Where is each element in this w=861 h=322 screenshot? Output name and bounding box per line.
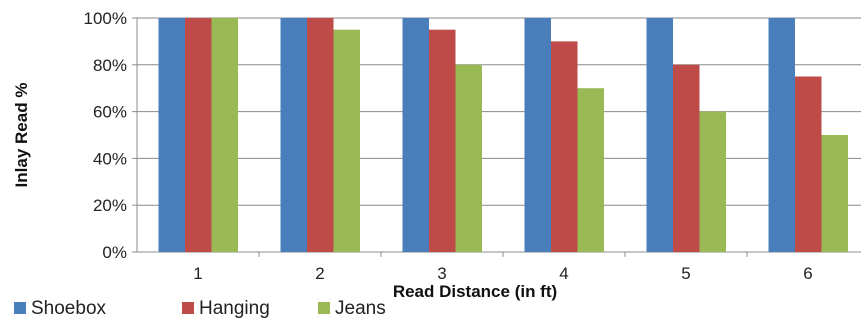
- x-tick-label: 1: [193, 264, 202, 283]
- bars: [158, 18, 848, 253]
- x-tick-label: 2: [315, 264, 324, 283]
- y-axis: 0% 20% 40% 60% 80% 100%: [84, 9, 138, 262]
- bar-shoebox-4: [524, 18, 551, 252]
- x-tick-label: 3: [437, 264, 446, 283]
- bar-hanging-3: [429, 29, 456, 253]
- bar-jeans-2: [333, 29, 360, 253]
- bar-jeans-1: [211, 18, 238, 252]
- bar-hanging-5: [673, 64, 700, 252]
- bar-shoebox-1: [158, 18, 185, 252]
- legend-swatch-jeans: [318, 302, 330, 314]
- bar-shoebox-5: [646, 18, 673, 252]
- legend-swatch-shoebox: [14, 302, 26, 314]
- bar-jeans-6: [821, 135, 848, 252]
- legend-label-jeans: Jeans: [335, 298, 386, 319]
- bar-shoebox-3: [402, 18, 429, 252]
- y-tick-label: 80%: [93, 56, 127, 75]
- bar-shoebox-2: [280, 18, 307, 252]
- x-axis: 1 2 3 4 5 6: [193, 252, 813, 283]
- legend-label-hanging: Hanging: [199, 298, 270, 319]
- bar-hanging-6: [795, 76, 822, 252]
- bar-hanging-1: [185, 18, 212, 252]
- y-tick-label: 60%: [93, 103, 127, 122]
- legend-label-shoebox: Shoebox: [31, 298, 107, 319]
- x-tick-label: 4: [559, 264, 568, 283]
- bar-jeans-4: [577, 88, 604, 252]
- x-tick-label: 6: [803, 264, 812, 283]
- y-tick-label: 20%: [93, 196, 127, 215]
- gridlines: [137, 17, 861, 253]
- y-tick-label: 40%: [93, 149, 127, 168]
- x-axis-title: Read Distance (in ft): [393, 282, 557, 301]
- bar-jeans-5: [699, 111, 726, 252]
- bar-hanging-2: [307, 18, 334, 252]
- bar-shoebox-6: [768, 18, 795, 252]
- bar-hanging-4: [551, 41, 578, 253]
- y-tick-label: 100%: [84, 9, 127, 28]
- y-tick-label: 0%: [102, 243, 127, 262]
- y-axis-title: Inlay Read %: [12, 83, 31, 188]
- x-tick-label: 5: [681, 264, 690, 283]
- legend: Shoebox Hanging Jeans: [14, 298, 386, 319]
- legend-swatch-hanging: [182, 302, 194, 314]
- bar-jeans-3: [455, 64, 482, 252]
